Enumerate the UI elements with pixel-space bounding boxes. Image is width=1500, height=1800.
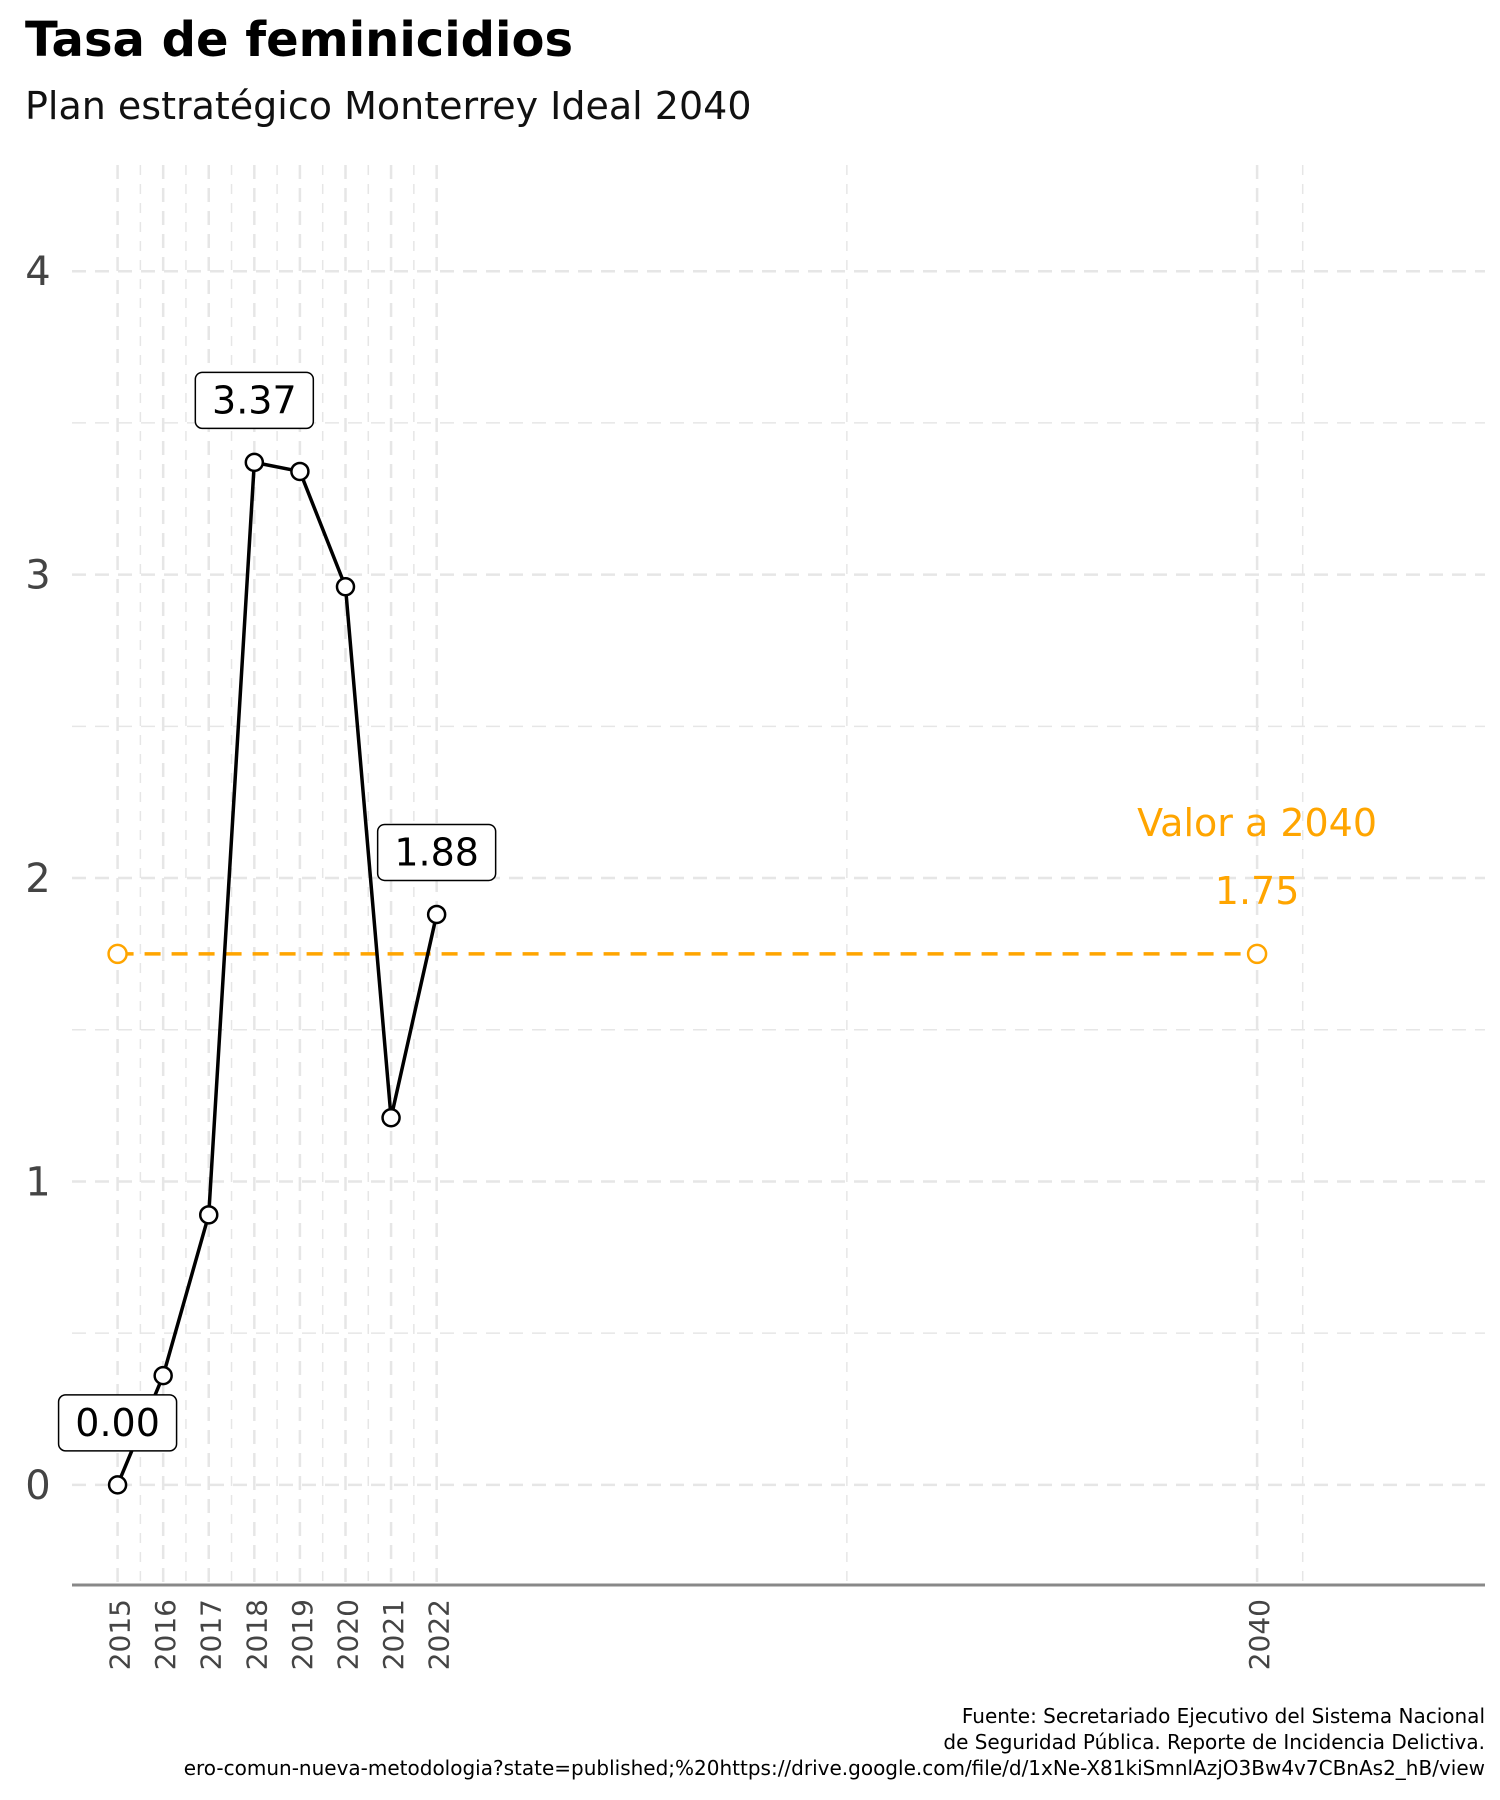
point-label-box xyxy=(57,1394,178,1452)
y-tick-label: 2 xyxy=(25,856,50,902)
x-tick-label: 2020 xyxy=(331,1599,364,1670)
target-line-group: Valor a 2040 1.75 xyxy=(107,801,1377,965)
data-point xyxy=(153,1365,173,1386)
axes: 0 1 2 3 4 2015 2016 2017 2018 2019 2020 2021 2022 204… xyxy=(25,249,1485,1670)
source-caption-line-3: ero-comun-nueva-metodologia?state=publis… xyxy=(183,1756,1485,1780)
y-tick-label: 1 xyxy=(25,1159,50,1205)
y-tick-label: 3 xyxy=(25,553,50,599)
data-point xyxy=(381,1107,401,1128)
data-point xyxy=(290,461,310,482)
y-tick-label: 0 xyxy=(25,1463,50,1509)
x-tick-label: 2019 xyxy=(286,1599,319,1670)
target-value-label: 1.75 xyxy=(1215,869,1300,913)
series-line xyxy=(115,460,439,1486)
chart-title: Tasa de feminicidios xyxy=(25,12,574,68)
x-tick-label: 2018 xyxy=(240,1599,273,1670)
point-label-box xyxy=(194,371,315,430)
target-point-end xyxy=(1246,943,1268,965)
data-point xyxy=(335,577,356,597)
line-chart: 0 1 2 3 4 2015 2016 2017 2018 2019 2020 2021 2022 204… xyxy=(25,165,1485,1670)
data-point xyxy=(426,904,447,925)
x-tick-label: 2022 xyxy=(423,1599,456,1670)
x-tick-label: 2016 xyxy=(149,1599,182,1670)
point-label: 3.37 xyxy=(212,378,297,422)
y-tick-label: 4 xyxy=(25,249,50,295)
point-label: 0.00 xyxy=(75,1401,160,1445)
source-caption-line-2: de Seguridad Pública. Reporte de Inciden… xyxy=(943,1730,1485,1754)
data-point xyxy=(107,1475,128,1495)
target-point-start xyxy=(107,943,128,965)
x-tick-label: 2021 xyxy=(377,1599,410,1670)
x-tick-label: 2017 xyxy=(195,1599,228,1670)
series-group xyxy=(107,452,447,1495)
point-label: 1.88 xyxy=(394,830,479,874)
data-point xyxy=(198,1205,219,1225)
point-label-box xyxy=(376,823,497,882)
x-tick-label: 2015 xyxy=(104,1599,137,1670)
data-point xyxy=(244,452,265,473)
point-labels: 0.00 3.37 1.88 xyxy=(57,371,497,1452)
chart-subtitle: Plan estratégico Monterrey Ideal 2040 xyxy=(25,84,752,128)
source-caption-line-1: Fuente: Secretariado Ejecutivo del Siste… xyxy=(961,1704,1485,1728)
target-label: Valor a 2040 xyxy=(1137,801,1377,845)
x-tick-label: 2040 xyxy=(1243,1599,1276,1670)
